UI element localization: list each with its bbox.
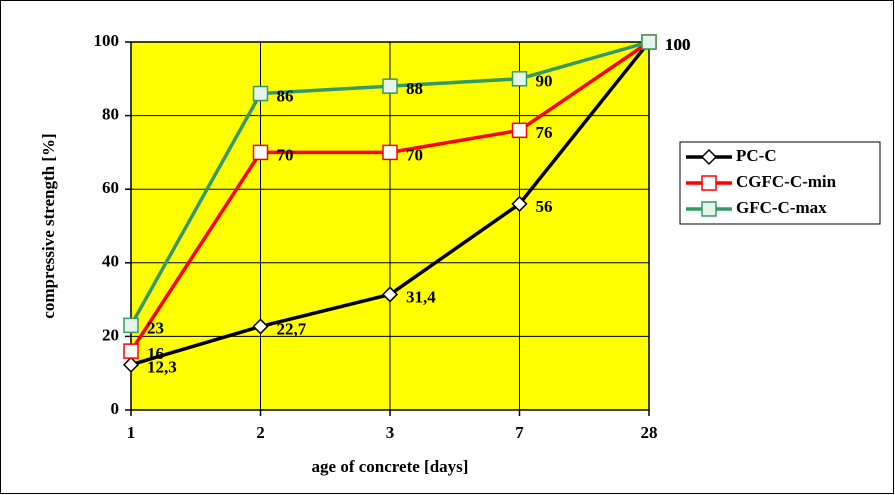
x-tick-label: 2 [256,423,265,442]
data-label: 16 [147,344,164,363]
x-tick-label: 3 [386,423,395,442]
legend-label: GFC-C-max [736,198,827,217]
data-point [252,318,269,335]
data-label: 100 [665,35,691,54]
data-label: 70 [406,145,423,164]
data-label: 86 [277,86,294,105]
data-label: 88 [406,79,423,98]
data-point [382,78,398,94]
data-label: 90 [536,72,553,91]
data-label: 100 [665,35,691,54]
x-tick-label: 1 [127,423,136,442]
y-tick-label: 40 [102,252,119,271]
legend-label: CGFC-C-min [736,172,837,191]
data-point [511,195,528,212]
data-point [123,317,139,334]
data-point [252,144,269,161]
data-point [252,85,269,102]
y-tick-label: 20 [102,325,119,344]
legend-label: PC-C [736,146,777,165]
plot-border [130,41,650,411]
data-label: 23 [147,318,164,337]
y-tick-label: 100 [94,31,120,50]
data-point [641,34,657,50]
data-point [123,343,139,359]
x-tick-label: 28 [641,423,658,442]
data-label: 31,4 [406,287,436,306]
legend-marker [701,201,717,217]
data-point [381,286,399,303]
x-tick-label: 7 [515,423,524,442]
data-label: 56 [536,197,553,216]
data-label: 22,7 [277,319,307,338]
y-tick-label: 0 [111,399,120,418]
data-point [382,144,398,161]
y-axis-title: compressive strength [%] [39,133,58,318]
data-label: 100 [665,35,691,54]
legend-marker [700,148,718,166]
y-tick-label: 80 [102,105,119,124]
legend-marker [701,175,717,191]
data-point [511,122,528,139]
data-label: 76 [536,123,553,142]
y-tick-label: 60 [102,178,119,197]
data-label: 70 [277,145,294,164]
data-point [511,71,528,87]
x-axis-title: age of concrete [days] [312,457,469,476]
data-label: 12,3 [147,358,177,377]
data-point [122,356,140,373]
